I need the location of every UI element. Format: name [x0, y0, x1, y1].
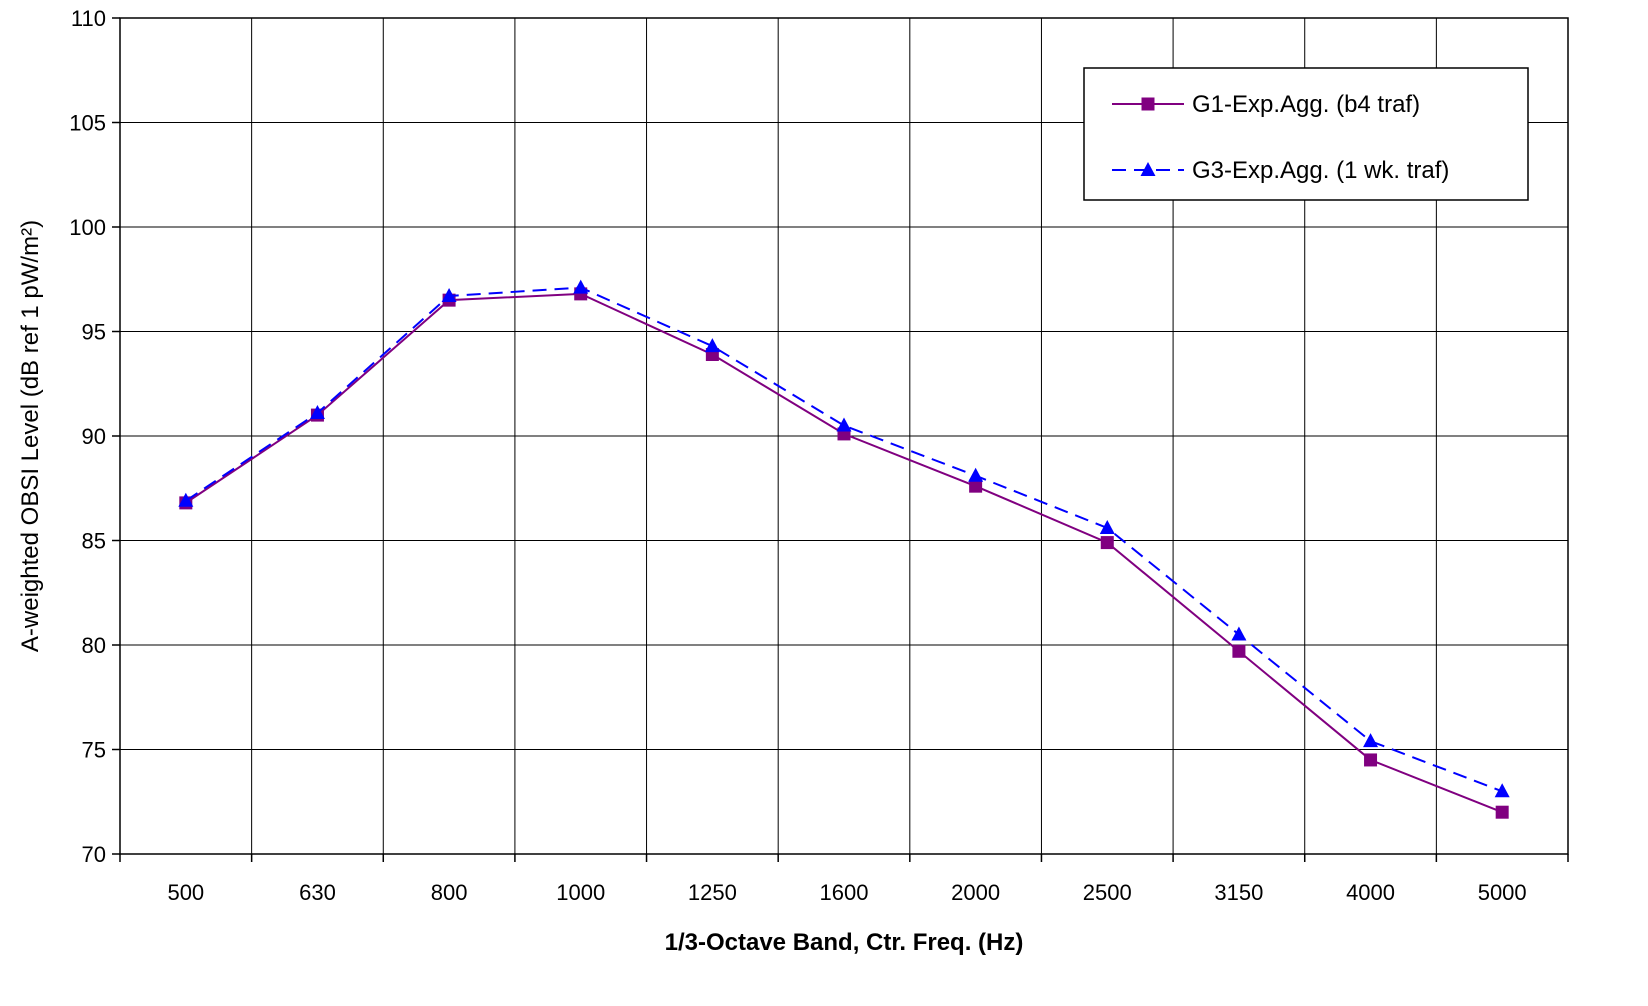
y-tick-label: 105 [69, 111, 106, 136]
data-point-triangle [1099, 519, 1115, 534]
legend: G1-Exp.Agg. (b4 traf) G3-Exp.Agg. (1 wk. … [1083, 67, 1529, 201]
axes: 500 630 800 1000 1250 1600 2000 2500 3150 4000 500… [69, 6, 1569, 905]
y-axis-title: A-weighted OBSI Level (dB ref 1 pW/m²) [17, 220, 44, 652]
legend-marker [1141, 97, 1155, 111]
x-tick-label: 800 [431, 880, 468, 905]
x-tick-label: 4000 [1346, 880, 1395, 905]
x-tick-label: 2000 [951, 880, 1000, 905]
legend-label: G3-Exp.Agg. (1 wk. traf) [1192, 157, 1449, 184]
data-point-triangle [968, 467, 984, 482]
x-tick-label: 5000 [1478, 880, 1527, 905]
x-tick-label: 3150 [1214, 880, 1263, 905]
data-point-square [1364, 753, 1378, 767]
x-tick-label: 1250 [688, 880, 737, 905]
x-tick-label: 1000 [556, 880, 605, 905]
y-tick-label: 95 [82, 320, 106, 345]
y-tick-label: 110 [71, 6, 106, 31]
series-group [178, 279, 1510, 798]
legend-box [1083, 67, 1529, 201]
data-point-triangle [178, 492, 194, 507]
legend-label: G1-Exp.Agg. (b4 traf) [1192, 91, 1420, 118]
data-point-triangle [1231, 626, 1247, 641]
x-tick-label: 500 [167, 880, 204, 905]
data-point-triangle [309, 405, 325, 420]
x-tick-label: 630 [299, 880, 336, 905]
y-tick-label: 75 [82, 738, 106, 763]
y-tick-label: 90 [82, 424, 106, 449]
legend-marker [1140, 162, 1156, 176]
x-axis-title: 1/3-Octave Band, Ctr. Freq. (Hz) [665, 929, 1024, 956]
data-point-square [1100, 536, 1114, 550]
series-line [185, 286, 1503, 793]
x-tick-label: 1600 [820, 880, 869, 905]
series [178, 279, 1510, 819]
y-tick-label: 85 [82, 529, 106, 554]
data-point-square [1495, 805, 1509, 819]
data-point-triangle [441, 287, 457, 302]
data-point-triangle [704, 338, 720, 353]
y-tick-label: 80 [82, 633, 106, 658]
data-point-triangle [573, 279, 589, 294]
data-point-triangle [836, 417, 852, 432]
data-point-square [1232, 644, 1246, 658]
data-point-triangle [1494, 783, 1510, 798]
y-tick-label: 100 [69, 215, 106, 240]
data-point-triangle [1363, 733, 1379, 748]
y-tick-label: 70 [82, 842, 106, 867]
x-tick-label: 2500 [1083, 880, 1132, 905]
data-point-square [969, 479, 983, 493]
